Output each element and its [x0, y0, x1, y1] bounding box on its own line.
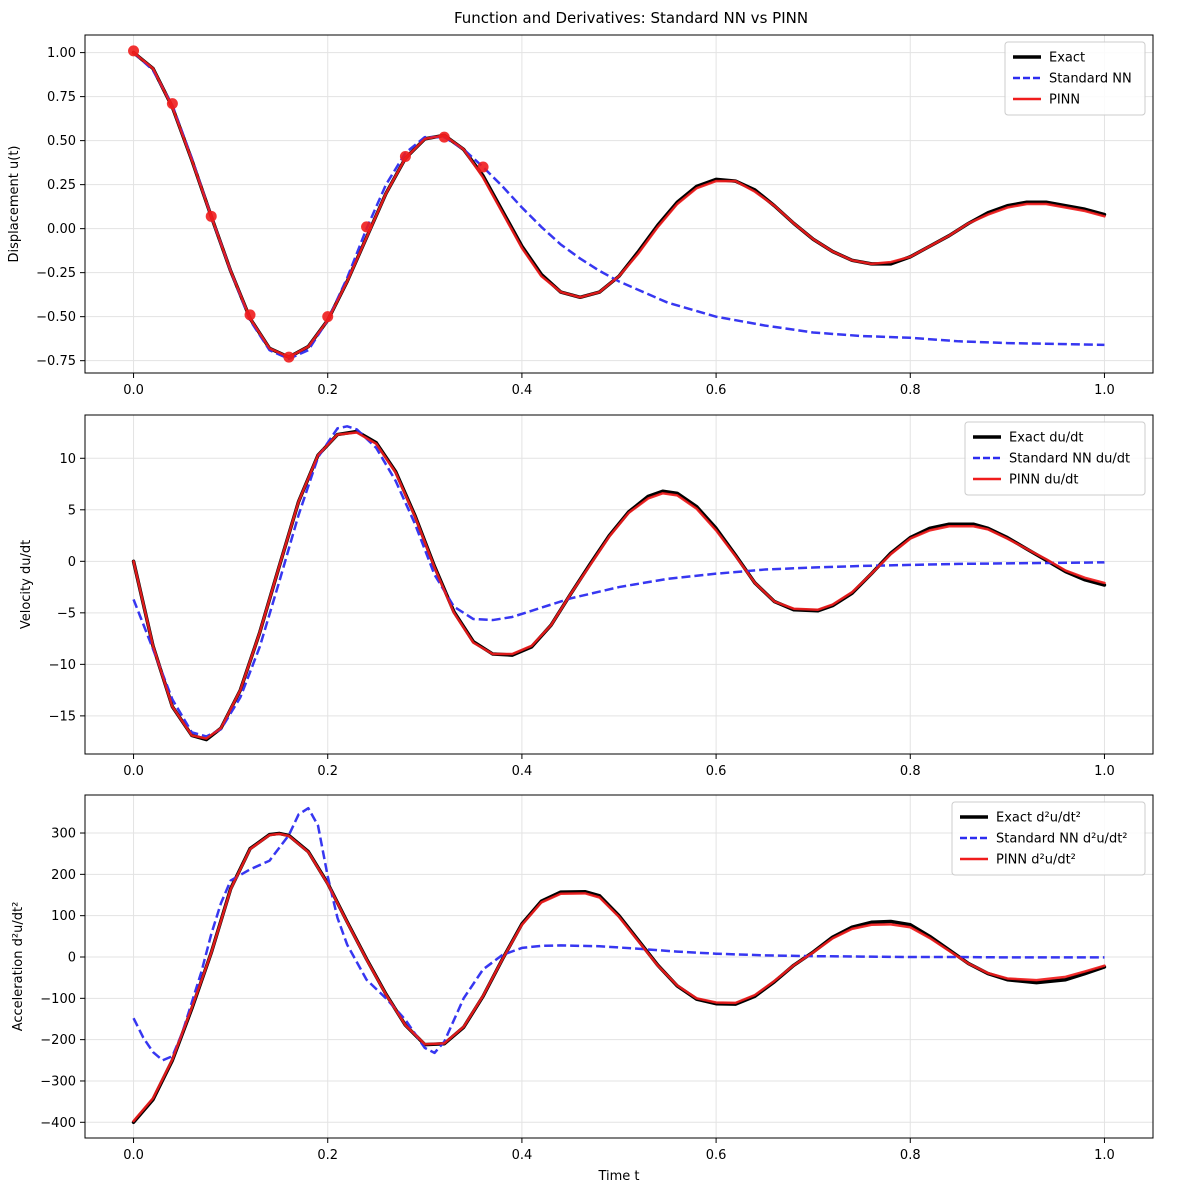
legend-label: Standard NN [1049, 72, 1132, 87]
y-tick-label: 1.00 [47, 46, 76, 61]
legend-box [1004, 41, 1146, 116]
training-point-marker [128, 45, 140, 57]
training-point-marker [166, 98, 178, 110]
plot-area [128, 45, 1107, 363]
subplot-panels: 0.0 0.2 0.4 0.6 0.8 1.0−0.75−0.50−0.250.000.2… [7, 34, 1154, 1184]
y-tick-label: 0.50 [47, 134, 76, 149]
legend-label: PINN [1049, 93, 1080, 108]
series-line-pinn-du-dt [132, 431, 1106, 740]
subplot-3: 0.0 0.2 0.4 0.6 0.8 1.0 −400 −300 −200 −100 0 100 20… [11, 794, 1154, 1184]
x-tick-label: 0.4 [512, 383, 533, 398]
legend-label: Standard NN du/dt [1009, 452, 1130, 467]
y-tick-label: −15 [49, 709, 76, 724]
x-axis-label: Time t [597, 1169, 639, 1184]
x-tick-label: 0.4 [512, 1148, 533, 1163]
subplot-2: 0.0 0.2 0.4 0.6 0.8 1.0 −15 −10 −5 0 5 10 Velocity d… [19, 414, 1154, 779]
subplot-1: 0.0 0.2 0.4 0.6 0.8 1.0 −0.75 −0.50 −0.25 0.00 0.2… [7, 34, 1154, 398]
legend: Exact du/dt Standard NN du/dt PINN du/dt [964, 421, 1146, 496]
training-point-marker [283, 351, 295, 363]
x-tick-label: 0.0 [123, 1148, 144, 1163]
y-tick-label: 0 [68, 555, 76, 570]
y-tick-label: 100 [51, 909, 76, 924]
training-point-marker [399, 150, 411, 162]
chart-title: Function and Derivatives: Standard NN vs… [454, 9, 808, 27]
training-point-marker [322, 311, 334, 323]
legend-label: Exact du/dt [1009, 431, 1083, 446]
plot-area [131, 425, 1107, 742]
x-tick-label: 0.2 [317, 383, 338, 398]
series-line-standard-nn-d-u-dt- [132, 806, 1105, 1062]
x-tick-label: 0.0 [123, 764, 144, 779]
plot-area [131, 806, 1107, 1125]
legend-box [964, 421, 1146, 496]
y-tick-label: −5 [57, 606, 76, 621]
legend-label: Standard NN d²u/dt² [996, 832, 1128, 847]
legend: Exact d²u/dt² Standard NN d²u/dt² PINN d²u… [951, 801, 1146, 876]
series-line-pinn-d-u-dt- [132, 832, 1106, 1123]
y-tick-label: 0.25 [47, 178, 76, 193]
y-tick-label: −100 [40, 992, 76, 1007]
x-tick-label: 0.8 [900, 383, 921, 398]
y-axis-label: Displacement u(t) [7, 146, 22, 263]
x-tick-label: 0.2 [317, 764, 338, 779]
y-tick-label: −400 [40, 1116, 76, 1131]
x-tick-label: 0.0 [123, 383, 144, 398]
y-tick-label: −0.50 [36, 310, 76, 325]
x-tick-label: 1.0 [1094, 383, 1115, 398]
y-axis-label: Velocity du/dt [19, 540, 34, 629]
x-tick-label: 0.8 [900, 764, 921, 779]
x-tick-label: 1.0 [1094, 764, 1115, 779]
training-point-marker [361, 221, 373, 233]
training-point-marker [205, 210, 217, 222]
legend-label: PINN du/dt [1009, 473, 1078, 488]
axes-frame [84, 34, 1154, 374]
training-point-marker [438, 131, 450, 143]
x-tick-label: 0.2 [317, 1148, 338, 1163]
legend-label: PINN d²u/dt² [996, 853, 1076, 868]
y-tick-label: 0 [68, 950, 76, 965]
y-axis-label: Acceleration d²u/dt² [11, 902, 26, 1032]
y-tick-label: −0.25 [36, 266, 76, 281]
legend: Exact Standard NN PINN [1004, 41, 1146, 116]
y-tick-label: 5 [68, 503, 76, 518]
axes-frame [84, 794, 1154, 1139]
x-tick-label: 0.6 [706, 764, 727, 779]
x-tick-label: 0.6 [706, 383, 727, 398]
x-tick-label: 1.0 [1094, 1148, 1115, 1163]
y-tick-label: −300 [40, 1074, 76, 1089]
legend-box [951, 801, 1146, 876]
series-line-pinn [132, 51, 1106, 359]
y-tick-label: −0.75 [36, 354, 76, 369]
y-tick-label: 200 [51, 868, 76, 883]
x-tick-label: 0.6 [706, 1148, 727, 1163]
y-tick-label: 0.75 [47, 90, 76, 105]
legend-label: Exact [1049, 51, 1085, 66]
y-tick-label: 300 [51, 827, 76, 842]
training-point-marker [244, 309, 256, 321]
x-tick-label: 0.4 [512, 764, 533, 779]
y-tick-label: −10 [49, 658, 76, 673]
training-point-marker [477, 161, 489, 173]
y-tick-label: −200 [40, 1033, 76, 1048]
legend-label: Exact d²u/dt² [996, 811, 1081, 826]
x-tick-label: 0.8 [900, 1148, 921, 1163]
axes-frame [84, 414, 1154, 755]
y-tick-label: 10 [59, 452, 76, 467]
y-tick-label: 0.00 [47, 222, 76, 237]
